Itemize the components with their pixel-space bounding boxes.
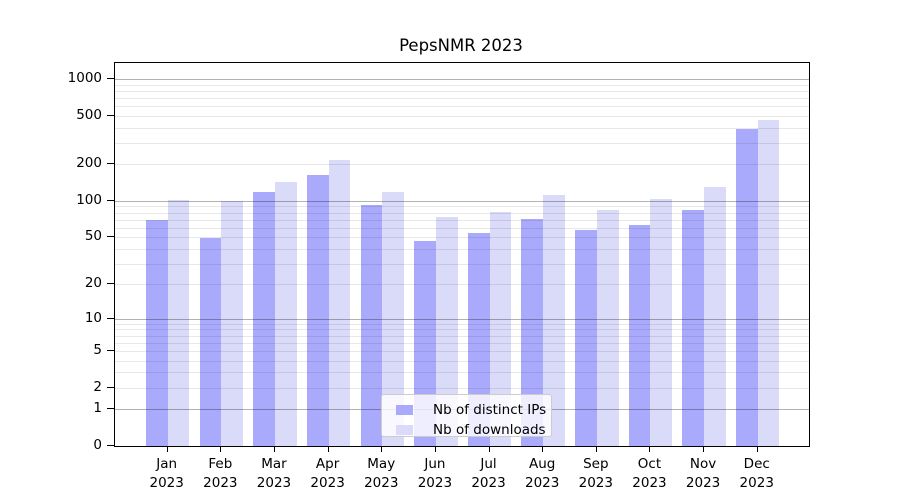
x-tick-mark bbox=[488, 446, 490, 452]
bar-distinct-ips-nov bbox=[682, 210, 705, 446]
legend: Nb of distinct IPs Nb of downloads bbox=[381, 394, 552, 439]
y-tick-mark bbox=[107, 199, 114, 201]
y-tick-mark bbox=[107, 349, 114, 351]
y-tick-mark bbox=[107, 445, 114, 446]
bar-downloads-jun bbox=[435, 217, 458, 446]
x-tick-mark bbox=[542, 446, 544, 452]
x-tick-label-oct: Oct 2023 bbox=[632, 456, 667, 491]
gridline-minor bbox=[115, 90, 809, 92]
bar-downloads-feb bbox=[221, 200, 244, 446]
gridline-minor bbox=[115, 84, 809, 86]
bar-distinct-ips-mar bbox=[253, 192, 275, 446]
x-tick-label-feb: Feb 2023 bbox=[203, 456, 238, 491]
bar-downloads-nov bbox=[704, 187, 726, 446]
y-tick-mark bbox=[107, 283, 114, 285]
x-tick-label-dec: Dec 2023 bbox=[739, 456, 774, 491]
bar-downloads-apr bbox=[328, 160, 351, 446]
y-tick-mark bbox=[107, 386, 114, 388]
bar-distinct-ips-jan bbox=[146, 220, 168, 446]
y-tick-mark bbox=[107, 408, 114, 410]
y-tick-mark bbox=[107, 163, 114, 165]
bar-distinct-ips-sep bbox=[575, 230, 597, 446]
legend-entry-distinct-ips: Nb of distinct IPs bbox=[396, 400, 546, 419]
y-tick-label: 1000 bbox=[67, 69, 102, 86]
gridline-minor bbox=[115, 142, 809, 144]
x-tick-label-jan: Jan 2023 bbox=[149, 456, 184, 491]
legend-entry-downloads: Nb of downloads bbox=[396, 420, 546, 439]
x-tick-mark bbox=[220, 446, 222, 452]
legend-swatch-downloads bbox=[396, 424, 413, 435]
y-tick-mark bbox=[107, 77, 114, 79]
x-tick-label-aug: Aug 2023 bbox=[524, 456, 560, 491]
y-tick-label: 500 bbox=[76, 106, 102, 123]
x-tick-mark bbox=[649, 446, 651, 452]
y-tick-label: 50 bbox=[84, 228, 102, 245]
x-tick-mark bbox=[703, 446, 705, 452]
bar-downloads-dec bbox=[757, 119, 780, 446]
bar-distinct-ips-jul bbox=[467, 233, 490, 446]
gridline-minor bbox=[115, 106, 809, 108]
x-tick-label-sep: Sep 2023 bbox=[578, 456, 613, 491]
x-tick-label-nov: Nov 2023 bbox=[685, 456, 721, 491]
y-tick-label: 1 bbox=[93, 400, 102, 417]
gridline-minor bbox=[115, 127, 809, 129]
x-tick-mark bbox=[327, 446, 329, 452]
y-tick-label: 2 bbox=[93, 378, 102, 395]
bar-distinct-ips-dec bbox=[736, 129, 758, 446]
x-tick-label-may: May 2023 bbox=[364, 456, 399, 491]
x-tick-mark bbox=[273, 446, 275, 452]
bar-downloads-sep bbox=[596, 210, 619, 446]
legend-swatch-distinct-ips bbox=[396, 404, 413, 415]
y-tick-label: 5 bbox=[93, 341, 102, 358]
plot-area: Nb of distinct IPs Nb of downloads bbox=[114, 62, 810, 447]
legend-label-distinct-ips: Nb of distinct IPs bbox=[433, 401, 547, 418]
bar-downloads-mar bbox=[274, 182, 297, 446]
x-tick-label-mar: Mar 2023 bbox=[256, 456, 292, 491]
gridline-minor bbox=[115, 115, 809, 117]
y-tick-label: 100 bbox=[76, 191, 102, 208]
y-tick-mark bbox=[107, 317, 114, 319]
x-tick-mark bbox=[166, 446, 168, 452]
bar-downloads-oct bbox=[650, 199, 673, 446]
bar-downloads-jan bbox=[167, 199, 190, 446]
gridline-minor bbox=[115, 97, 809, 99]
y-tick-mark bbox=[107, 114, 114, 116]
bar-downloads-may bbox=[382, 191, 404, 446]
gridline-major bbox=[115, 78, 809, 80]
x-tick-label-jul: Jul 2023 bbox=[471, 456, 506, 491]
bar-distinct-ips-aug bbox=[521, 218, 544, 446]
x-tick-mark bbox=[434, 446, 436, 452]
x-tick-mark bbox=[595, 446, 597, 452]
y-tick-mark bbox=[107, 236, 114, 238]
bar-downloads-jul bbox=[489, 211, 512, 446]
chart-title: PepsNMR 2023 bbox=[399, 36, 523, 55]
y-tick-label: 200 bbox=[76, 155, 102, 172]
x-tick-mark bbox=[756, 446, 758, 452]
x-tick-label-jun: Jun 2023 bbox=[417, 456, 453, 491]
bar-distinct-ips-oct bbox=[628, 225, 651, 446]
bar-downloads-aug bbox=[543, 195, 565, 446]
x-tick-label-apr: Apr 2023 bbox=[310, 456, 345, 491]
bar-distinct-ips-apr bbox=[306, 175, 329, 446]
y-tick-label: 0 bbox=[93, 437, 102, 453]
gridline-minor bbox=[115, 164, 809, 166]
y-tick-label: 10 bbox=[84, 309, 102, 326]
y-tick-label: 20 bbox=[84, 275, 102, 292]
legend-label-downloads: Nb of downloads bbox=[433, 421, 546, 438]
bar-distinct-ips-may bbox=[360, 205, 383, 446]
bar-distinct-ips-feb bbox=[199, 238, 222, 446]
x-tick-mark bbox=[381, 446, 383, 452]
